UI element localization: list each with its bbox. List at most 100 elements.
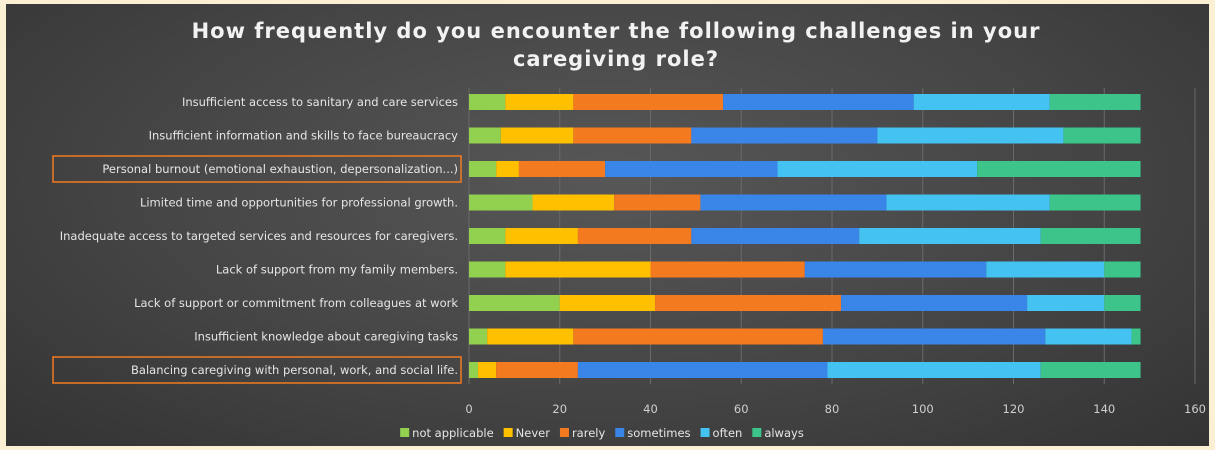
- bar-segment-rarely: [496, 362, 578, 378]
- category-label: Inadequate access to targeted services a…: [60, 229, 458, 243]
- legend-label: rarely: [572, 426, 606, 440]
- bar-segment-rarely: [577, 228, 692, 244]
- bar-segment-always: [977, 161, 1141, 177]
- legend-label: often: [713, 426, 743, 440]
- bar-segment-often: [777, 161, 978, 177]
- bar-segment-sometimes: [804, 261, 987, 278]
- bar-segment-sometimes: [822, 328, 1046, 345]
- legend-label: not applicable: [412, 426, 493, 440]
- bar-segment-rarely: [650, 261, 805, 278]
- category-label: Personal burnout (emotional exhaustion, …: [102, 162, 458, 176]
- x-tick-label: 80: [825, 402, 840, 416]
- legend-label: sometimes: [627, 426, 690, 440]
- bar-segment-sometimes: [700, 194, 887, 211]
- chart-title-line-2: caregiving role?: [513, 47, 719, 71]
- bar-segment-sometimes: [691, 228, 860, 244]
- x-tick-label: 0: [465, 402, 472, 416]
- legend-item-rarely: rarely: [559, 426, 606, 440]
- bar-segment-often: [886, 194, 1050, 211]
- highlight-box: [52, 155, 462, 183]
- bar-segment-not-applicable: [469, 161, 497, 177]
- legend-label: always: [764, 426, 804, 440]
- bar-segment-always: [1104, 261, 1141, 278]
- category-label: Insufficient information and skills to f…: [149, 129, 459, 143]
- x-tick-label: 160: [1184, 402, 1206, 416]
- x-tick-label: 60: [734, 402, 749, 416]
- category-label: Insufficient access to sanitary and care…: [182, 95, 458, 109]
- legend-swatch: [615, 428, 625, 437]
- chart-frame: How frequently do you encounter the foll…: [6, 4, 1209, 446]
- legend-item-sometimes: sometimes: [615, 426, 691, 440]
- bar-segment-not-applicable: [469, 328, 488, 345]
- legend: not applicable Never rarely sometimes often a…: [400, 426, 804, 440]
- bar-segment-not-applicable: [469, 127, 501, 144]
- x-tick-label: 140: [1093, 402, 1115, 416]
- bar-segment-sometimes: [841, 295, 1028, 311]
- bar-segment-not-applicable: [469, 362, 479, 378]
- bar-segment-always: [1104, 295, 1141, 311]
- chart-title-line-1: How frequently do you encounter the foll…: [192, 19, 1041, 43]
- legend-item-not-applicable: not applicable: [400, 426, 494, 440]
- category-label: Insufficient knowledge about caregiving …: [194, 330, 458, 344]
- bar-segment-always: [1063, 127, 1141, 144]
- legend-item-never: Never: [503, 426, 551, 440]
- bar-segment-never: [532, 194, 615, 211]
- bar-segment-rarely: [573, 127, 692, 144]
- legend-swatch: [503, 428, 513, 437]
- bar-segment-never: [487, 328, 574, 345]
- legend-item-often: often: [700, 426, 743, 440]
- x-tick-label: 100: [912, 402, 934, 416]
- bar-segment-always: [1131, 328, 1141, 345]
- bar-segment-rarely: [518, 161, 606, 177]
- x-tick-label: 120: [1003, 402, 1025, 416]
- x-tick-label: 40: [643, 402, 658, 416]
- bar-segment-often: [913, 94, 1050, 110]
- bar-segment-never: [559, 295, 656, 311]
- bar-segment-often: [827, 362, 1041, 378]
- category-label: Lack of support from my family members.: [216, 263, 458, 277]
- bar-segment-always: [1040, 228, 1141, 244]
- category-label: Balancing caregiving with personal, work…: [131, 363, 458, 377]
- bar-segment-never: [505, 228, 578, 244]
- bar-segment-rarely: [655, 295, 842, 311]
- bar-segment-always: [1040, 362, 1141, 378]
- stacked-bar-chart: How frequently do you encounter the foll…: [52, 19, 1206, 440]
- bar-segment-sometimes: [691, 127, 878, 144]
- bars: [469, 94, 1141, 378]
- legend-swatch: [752, 428, 762, 437]
- bar-segment-never: [500, 127, 574, 144]
- bar-segment-sometimes: [577, 362, 828, 378]
- bar-segment-not-applicable: [469, 94, 506, 110]
- legend-label: Never: [516, 426, 551, 440]
- x-axis-ticks: 0 20 40 60 80 100 120 140 160: [465, 402, 1206, 416]
- category-labels: Insufficient access to sanitary and care…: [60, 95, 459, 377]
- legend-item-always: always: [752, 426, 804, 440]
- bar-segment-always: [1049, 194, 1141, 211]
- bar-segment-never: [505, 94, 574, 110]
- bar-segment-never: [478, 362, 497, 378]
- highlight-box: [52, 356, 462, 384]
- bar-segment-not-applicable: [469, 194, 533, 211]
- bar-segment-often: [877, 127, 1064, 144]
- highlight-boxes: [52, 155, 462, 384]
- bar-segment-often: [986, 261, 1105, 278]
- x-tick-label: 20: [552, 402, 567, 416]
- legend-swatch: [559, 428, 569, 437]
- bar-segment-always: [1049, 94, 1141, 110]
- legend-swatch: [700, 428, 710, 437]
- bar-segment-often: [1045, 328, 1132, 345]
- bar-segment-sometimes: [723, 94, 914, 110]
- bar-segment-never: [496, 161, 519, 177]
- bar-segment-not-applicable: [469, 228, 506, 244]
- bar-segment-rarely: [614, 194, 701, 211]
- legend-swatch: [400, 428, 410, 437]
- category-label: Limited time and opportunities for profe…: [140, 196, 458, 210]
- bar-segment-often: [859, 228, 1041, 244]
- category-label: Lack of support or commitment from colle…: [134, 296, 458, 310]
- bar-segment-not-applicable: [469, 261, 506, 278]
- bar-segment-rarely: [573, 94, 724, 110]
- bar-segment-never: [505, 261, 651, 278]
- bar-segment-rarely: [573, 328, 823, 345]
- bar-segment-often: [1027, 295, 1105, 311]
- bar-segment-not-applicable: [469, 295, 560, 311]
